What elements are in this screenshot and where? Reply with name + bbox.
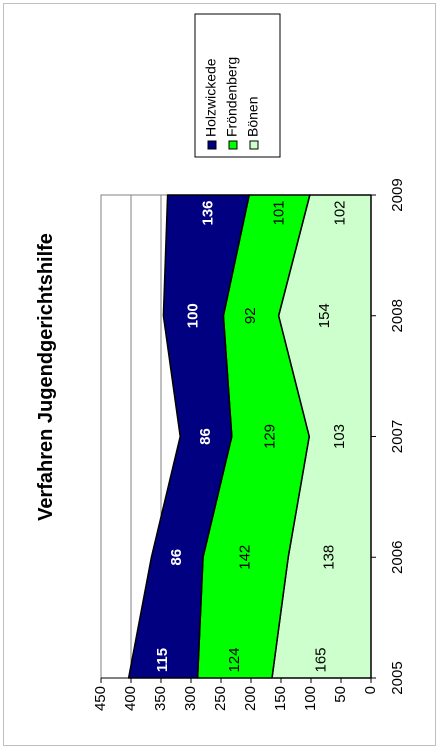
chart-title: Verfahren Jugendgerichtshilfe (35, 233, 57, 521)
value-tick-label: 50 (332, 686, 349, 703)
data-label: 142 (237, 545, 254, 570)
data-label: 136 (199, 200, 216, 225)
area-holzwickede (127, 194, 250, 679)
data-label: 124 (226, 647, 243, 672)
data-labels: 165 138 103 154 102 124 142 129 92 101 115 86 86 100 1… (154, 200, 348, 672)
category-tick-label: 2006 (389, 541, 406, 574)
value-tick-label: 300 (182, 686, 199, 711)
value-tick-label: 0 (362, 686, 379, 694)
data-label: 101 (270, 200, 287, 225)
data-label: 103 (331, 424, 348, 449)
data-label: 86 (197, 428, 214, 445)
data-label: 86 (168, 549, 185, 566)
legend-label-fröndenberg: Fröndenberg (224, 57, 240, 137)
value-tick-label: 400 (122, 686, 139, 711)
category-tick-label: 2005 (389, 661, 406, 694)
legend-swatch-bönen (249, 140, 259, 150)
value-tick-label: 200 (242, 686, 259, 711)
data-label: 138 (321, 545, 338, 570)
legend-swatch-holzwickede (207, 140, 217, 150)
data-label: 165 (312, 647, 329, 672)
data-label: 92 (242, 307, 259, 324)
value-tick-label: 250 (212, 686, 229, 711)
data-label: 154 (316, 303, 333, 328)
value-tick-label: 350 (152, 686, 169, 711)
data-label: 100 (184, 303, 201, 328)
legend: Holzwickede Fröndenberg Bönen (194, 13, 281, 158)
data-label: 102 (331, 200, 348, 225)
category-tick-label: 2009 (389, 178, 406, 211)
area-series (127, 194, 372, 679)
plot-area: 165 138 103 154 102 124 142 129 92 101 115 86 86 100 1… (92, 178, 406, 711)
category-tick-label: 2008 (389, 299, 406, 332)
data-label: 115 (154, 648, 171, 672)
category-tick-label: 2007 (389, 420, 406, 453)
data-label: 129 (261, 424, 278, 449)
axes: 0 50 100 150 200 250 300 350 400 450 2005 2006 2007 2… (92, 178, 406, 711)
legend-label-bönen: Bönen (245, 97, 261, 137)
value-tick-label: 100 (302, 686, 319, 711)
value-tick-label: 150 (272, 686, 289, 711)
value-tick-label: 450 (92, 686, 109, 711)
legend-box (194, 13, 281, 158)
legend-swatch-fröndenberg (228, 140, 238, 150)
legend-label-holzwickede: Holzwickede (203, 58, 219, 137)
